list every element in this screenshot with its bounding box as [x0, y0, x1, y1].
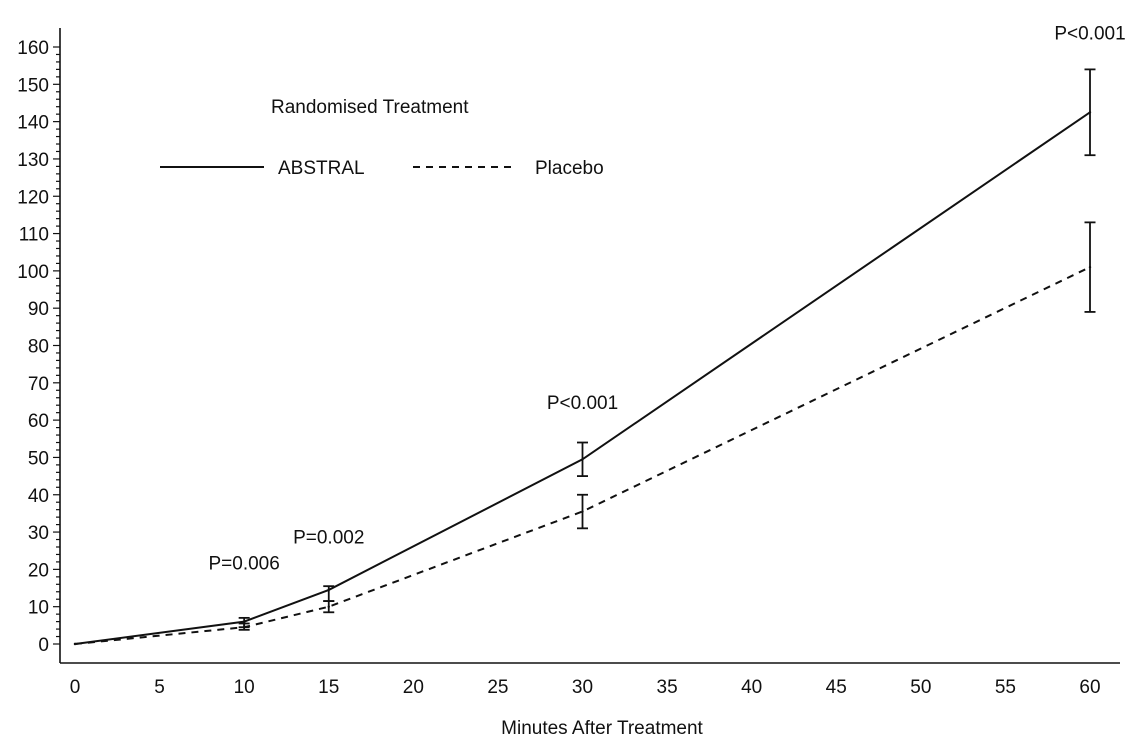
data-point-placebo [73, 642, 77, 646]
x-tick-label: 35 [657, 677, 678, 698]
x-tick-label: 15 [318, 677, 339, 698]
y-tick-label: 70 [28, 374, 49, 395]
y-tick-label: 130 [17, 150, 49, 171]
y-tick-label: 0 [38, 635, 49, 656]
y-tick-label: 140 [17, 113, 49, 134]
legend-label-placebo: Placebo [535, 158, 604, 179]
x-tick-label: 5 [154, 677, 165, 698]
legend-title: Randomised Treatment [271, 97, 469, 118]
x-tick-label: 30 [572, 677, 593, 698]
p-value-annotation: P<0.001 [1054, 24, 1125, 45]
y-tick-label: 20 [28, 560, 49, 581]
series-line-placebo [74, 266, 1091, 645]
x-axis-title: Minutes After Treatment [501, 718, 703, 738]
plot-area: 0102030405060708090100110120130140150160… [17, 24, 1125, 738]
x-tick-label: 25 [487, 677, 508, 698]
y-tick-label: 150 [17, 75, 49, 96]
y-tick-label: 110 [19, 225, 49, 246]
legend-label-abstral: ABSTRAL [278, 158, 365, 179]
y-tick-label: 160 [17, 38, 49, 59]
y-tick-label: 80 [28, 337, 49, 358]
y-tick-label: 100 [17, 262, 49, 283]
x-tick-label: 0 [70, 677, 81, 698]
p-value-annotation: P=0.006 [209, 553, 280, 574]
p-value-annotation: P<0.001 [547, 393, 618, 414]
y-tick-label: 10 [28, 598, 49, 619]
y-tick-label: 50 [28, 448, 49, 469]
x-tick-label: 45 [826, 677, 847, 698]
p-value-annotation: P=0.002 [293, 527, 364, 548]
y-tick-label: 40 [28, 486, 49, 507]
x-tick-label: 60 [1079, 677, 1100, 698]
x-tick-label: 40 [741, 677, 762, 698]
x-tick-label: 20 [403, 677, 424, 698]
x-tick-label: 50 [910, 677, 931, 698]
y-tick-label: 30 [28, 523, 49, 544]
x-tick-label: 55 [995, 677, 1016, 698]
x-tick-label: 10 [234, 677, 255, 698]
y-tick-label: 90 [28, 299, 49, 320]
y-tick-label: 60 [28, 411, 49, 432]
y-tick-label: 120 [17, 187, 49, 208]
